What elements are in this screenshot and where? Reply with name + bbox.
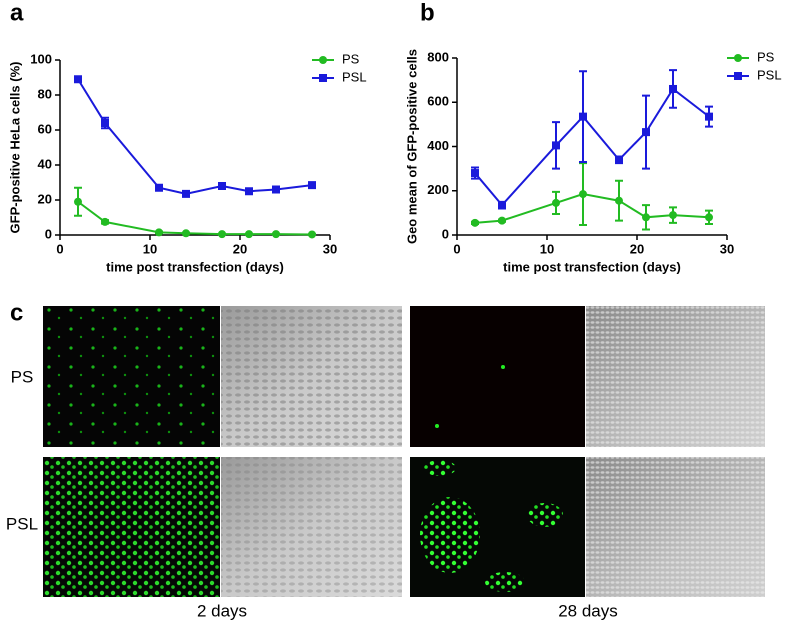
marker bbox=[471, 169, 479, 177]
y-axis-label: Geo mean of GFP-positive cells bbox=[404, 49, 419, 244]
marker bbox=[101, 119, 109, 127]
row-label: PS bbox=[11, 367, 34, 386]
marker bbox=[498, 217, 506, 225]
x-axis-label: time post transfection (days) bbox=[503, 259, 681, 274]
x-tick-label: 0 bbox=[453, 241, 460, 256]
column-label: 28 days bbox=[558, 601, 618, 620]
fluorescence-cells bbox=[43, 306, 220, 447]
y-tick-label: 0 bbox=[442, 226, 449, 241]
marker bbox=[245, 230, 253, 238]
marker bbox=[101, 218, 109, 226]
fluorescence-cells bbox=[43, 457, 220, 597]
y-tick-label: 100 bbox=[30, 51, 52, 66]
brightfield-cells bbox=[221, 457, 402, 597]
brightfield-cells bbox=[586, 306, 765, 447]
brightfield-cells bbox=[221, 306, 402, 447]
x-tick-label: 30 bbox=[323, 241, 337, 256]
marker bbox=[579, 113, 587, 121]
marker bbox=[734, 72, 742, 80]
y-tick-label: 200 bbox=[427, 182, 449, 197]
legend-label: PS bbox=[757, 49, 775, 64]
marker bbox=[642, 128, 650, 136]
brightfield-cells bbox=[586, 457, 765, 597]
marker bbox=[218, 182, 226, 190]
marker bbox=[579, 190, 587, 198]
marker bbox=[155, 228, 163, 236]
row-label: PSL bbox=[6, 514, 38, 533]
y-tick-label: 40 bbox=[38, 156, 52, 171]
y-tick-label: 800 bbox=[427, 49, 449, 64]
fluorescence-cluster bbox=[420, 497, 480, 573]
marker bbox=[552, 199, 560, 207]
marker bbox=[734, 54, 742, 62]
x-tick-label: 10 bbox=[540, 241, 554, 256]
y-axis-label: GFP-positive HeLa cells (%) bbox=[7, 62, 22, 234]
marker bbox=[319, 74, 327, 82]
marker bbox=[552, 141, 560, 149]
marker bbox=[308, 230, 316, 238]
x-tick-label: 10 bbox=[143, 241, 157, 256]
fluorescence-cell bbox=[435, 424, 439, 428]
marker bbox=[245, 187, 253, 195]
x-tick-label: 20 bbox=[630, 241, 644, 256]
fluorescence-cluster bbox=[424, 460, 456, 476]
x-axis-label: time post transfection (days) bbox=[106, 259, 284, 274]
fluorescence-cell bbox=[501, 365, 505, 369]
panel-label: c bbox=[10, 299, 23, 326]
y-tick-label: 0 bbox=[45, 226, 52, 241]
marker bbox=[74, 75, 82, 83]
x-tick-label: 20 bbox=[233, 241, 247, 256]
legend-label: PS bbox=[342, 51, 360, 66]
legend-label: PSL bbox=[342, 69, 367, 84]
x-tick-label: 30 bbox=[720, 241, 734, 256]
marker bbox=[705, 113, 713, 121]
marker bbox=[705, 213, 713, 221]
fluorescence-cluster bbox=[527, 503, 563, 527]
marker bbox=[642, 213, 650, 221]
column-label: 2 days bbox=[197, 601, 247, 620]
marker bbox=[498, 201, 506, 209]
micrographs bbox=[43, 306, 765, 597]
marker bbox=[155, 184, 163, 192]
data-line bbox=[78, 79, 312, 194]
marker bbox=[182, 229, 190, 237]
marker bbox=[615, 156, 623, 164]
marker bbox=[308, 181, 316, 189]
marker bbox=[272, 186, 280, 194]
marker bbox=[74, 198, 82, 206]
marker bbox=[615, 197, 623, 205]
marker bbox=[319, 56, 327, 64]
fluorescence-cluster bbox=[485, 572, 525, 592]
y-tick-label: 60 bbox=[38, 121, 52, 136]
panel-label: a bbox=[10, 0, 24, 26]
panel-label: b bbox=[420, 0, 435, 26]
marker bbox=[272, 230, 280, 238]
legend-label: PSL bbox=[757, 67, 782, 82]
marker bbox=[669, 211, 677, 219]
marker bbox=[471, 219, 479, 227]
data-line bbox=[78, 202, 312, 235]
marker bbox=[218, 230, 226, 238]
y-tick-label: 600 bbox=[427, 94, 449, 109]
y-tick-label: 80 bbox=[38, 86, 52, 101]
marker bbox=[669, 85, 677, 93]
x-tick-label: 0 bbox=[56, 241, 63, 256]
y-tick-label: 20 bbox=[38, 191, 52, 206]
marker bbox=[182, 190, 190, 198]
y-tick-label: 400 bbox=[427, 138, 449, 153]
